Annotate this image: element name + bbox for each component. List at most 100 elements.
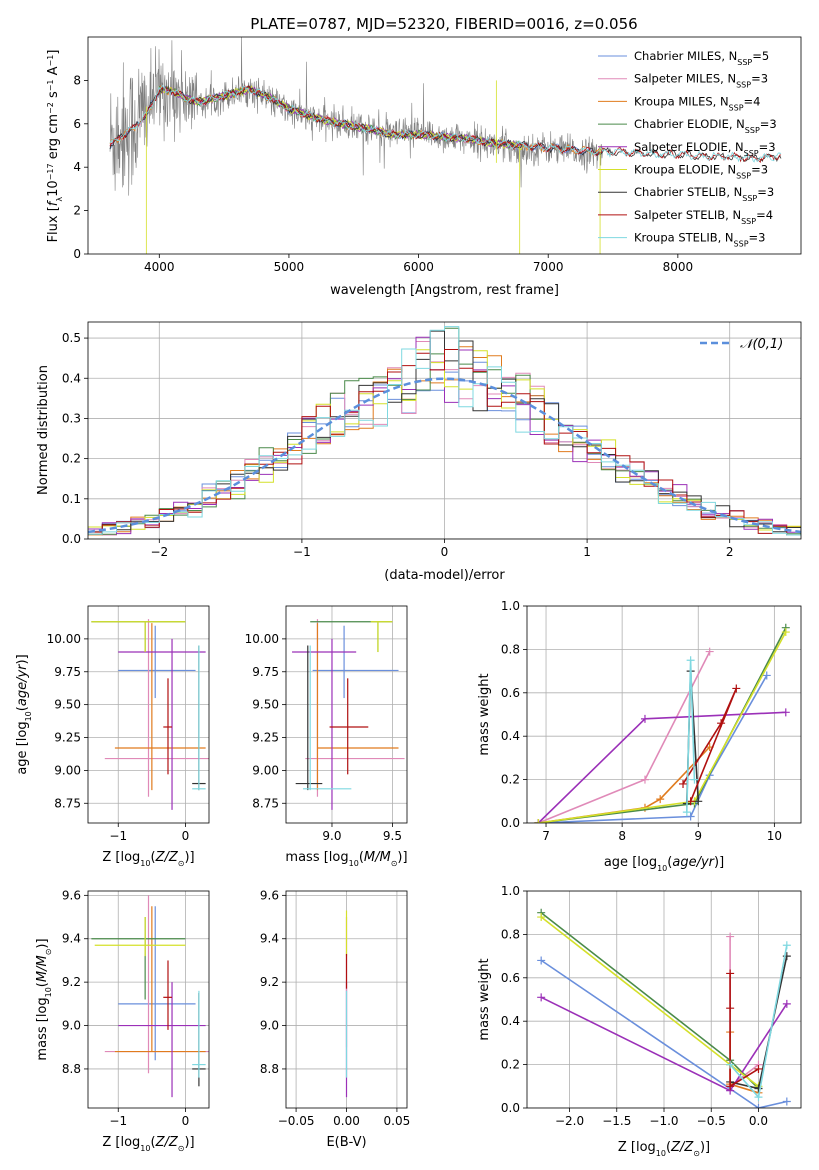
x-tick-label: 7 <box>542 829 550 843</box>
marker-point <box>782 941 791 950</box>
marker-point <box>782 1097 791 1106</box>
plot-area-age_vs_mass <box>286 606 407 823</box>
marker-point <box>726 969 735 978</box>
marker-point <box>705 647 714 656</box>
y-tick-label: 10.00 <box>47 632 81 646</box>
x-tick-label: 8000 <box>663 260 694 274</box>
axes-age_vs_Z: −1 0 8.75 9.00 9.25 9.50 9.75 10.00 Z [log10(Z/Z… <box>15 605 210 868</box>
y-tick-label: 9.0 <box>62 1019 81 1033</box>
y-tick-label: 8.8 <box>260 1062 279 1076</box>
y-tick-label: 0.0 <box>501 1101 520 1115</box>
y-tick-label: 0.8 <box>501 642 520 656</box>
y-tick-label: 0.5 <box>62 331 81 345</box>
marker-point <box>686 812 695 821</box>
marker-point <box>694 797 703 806</box>
marker-point <box>690 775 699 784</box>
marker-point <box>656 795 665 804</box>
y-tick-label: 0.4 <box>501 1014 520 1028</box>
x-axis-label: Z [log10(Z/Z⊙)] <box>102 850 194 868</box>
y-tick-label: 0.4 <box>62 371 81 385</box>
marker-point <box>726 1082 735 1091</box>
marker-point <box>781 628 790 637</box>
x-axis-label: mass [log10(M/M⊙)] <box>285 850 407 868</box>
y-tick-label: 0.2 <box>501 773 520 787</box>
x-axis-label: Z [log10(Z/Z⊙)] <box>102 1135 194 1153</box>
y-tick-label: 9.50 <box>252 698 279 712</box>
x-tick-label: 9.5 <box>383 829 402 843</box>
marker-point <box>754 1084 763 1093</box>
x-tick-label: 5000 <box>274 260 305 274</box>
y-tick-label: 0.6 <box>501 971 520 985</box>
marker-point <box>717 719 726 728</box>
x-tick-label: 10 <box>767 829 782 843</box>
axes-frame <box>285 605 408 824</box>
legend-label: Chabrier ELODIE, NSSP=3 <box>634 117 777 135</box>
line-chabrier-miles <box>540 959 787 1108</box>
y-axis-label: Flux [fλ10−17 erg cm−2 s−1 A−1] <box>46 50 64 243</box>
axes-frame <box>87 890 210 1109</box>
y-tick-label: 9.75 <box>252 665 279 679</box>
x-tick-label: 0.00 <box>333 1114 360 1128</box>
axes-frame <box>87 36 802 255</box>
axes-age_vs_mass: 9.0 9.5 8.75 9.00 9.25 9.50 9.75 10.00 mass [log… <box>245 605 408 868</box>
y-tick-label: 9.0 <box>260 1019 279 1033</box>
plot-area-massweight_vs_Z <box>527 891 801 1108</box>
marker-point <box>782 999 791 1008</box>
legend-label: Salpeter ELODIE, NSSP=3 <box>634 140 776 158</box>
y-tick-label: 2 <box>73 204 81 218</box>
marker-point <box>640 714 649 723</box>
y-tick-label: 4 <box>73 160 81 174</box>
y-axis-label: mass weight <box>477 958 492 1040</box>
line-salpeter-stelib <box>682 688 738 802</box>
marker-point <box>726 932 735 941</box>
marker-point <box>682 808 691 817</box>
line-salpeter-stelib <box>729 973 759 1088</box>
normal-curve <box>88 377 801 534</box>
legend-label: Chabrier MILES, NSSP=5 <box>634 49 769 67</box>
hist-kroupa-stelib <box>88 326 801 536</box>
x-tick-label: 4000 <box>144 260 175 274</box>
y-tick-label: 8.8 <box>62 1062 81 1076</box>
legend-label: Kroupa MILES, NSSP=4 <box>634 94 760 112</box>
x-tick-label: −1 <box>109 829 127 843</box>
plot-area-residuals <box>88 322 801 539</box>
y-axis-label: age [log10(age/yr)] <box>15 654 33 774</box>
y-tick-label: 9.00 <box>54 763 81 777</box>
x-tick-label: −2 <box>150 545 168 559</box>
y-axis-label: mass weight <box>477 673 492 755</box>
x-tick-label: −1 <box>293 545 311 559</box>
marker-point <box>726 1004 735 1013</box>
marker-point <box>537 993 546 1002</box>
y-tick-label: 0.0 <box>62 532 81 546</box>
marker-point <box>686 797 695 806</box>
legend: Chabrier MILES, NSSP=5 Salpeter MILES, NS… <box>598 49 777 248</box>
axes-frame <box>526 605 802 824</box>
marker-point <box>534 819 543 823</box>
axes-residuals: −2 −1 0 1 2 0.0 0.1 0.2 0.3 0.4 0.5 𝒩(0,1) (data-mod… <box>36 321 802 583</box>
y-tick-label: 8.75 <box>54 796 81 810</box>
y-tick-label: 8 <box>73 73 81 87</box>
axes-mass_vs_ebv: −0.05 0.00 0.05 8.8 9.0 9.2 9.4 9.6 E(B-V) <box>260 888 410 1150</box>
marker-point <box>754 1064 763 1073</box>
axes-frame <box>526 890 802 1109</box>
x-tick-label: −1 <box>109 1114 127 1128</box>
x-tick-label: −2.0 <box>555 1114 584 1128</box>
x-tick-label: 0.05 <box>384 1114 411 1128</box>
x-tick-label: 0.0 <box>749 1114 768 1128</box>
x-tick-label: −1.5 <box>602 1114 631 1128</box>
plot-area-massweight_vs_age <box>527 606 801 823</box>
x-axis-label: (data-model)/error <box>384 568 505 583</box>
marker-point <box>754 1093 763 1102</box>
y-tick-label: 6 <box>73 117 81 131</box>
x-tick-label: −0.05 <box>278 1114 315 1128</box>
x-axis-label: age [log10(age/yr)] <box>604 855 724 873</box>
marker-point <box>762 671 771 680</box>
y-tick-label: 10.00 <box>245 632 279 646</box>
axes-frame <box>285 890 408 1109</box>
y-tick-label: 9.75 <box>54 665 81 679</box>
y-tick-label: 0.1 <box>62 492 81 506</box>
y-tick-label: 0.0 <box>501 816 520 830</box>
x-tick-label: 6000 <box>403 260 434 274</box>
y-tick-label: 9.4 <box>260 932 279 946</box>
